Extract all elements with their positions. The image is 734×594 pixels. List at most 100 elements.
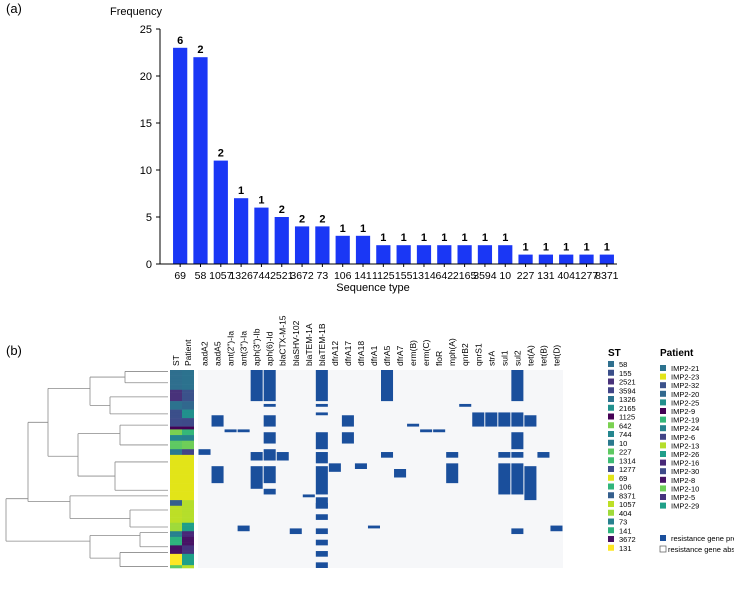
legend-patient-title: Patient [660,348,694,359]
legend-st-label: 1057 [619,500,636,509]
column-label: blaTEM-1A [304,323,314,366]
column-label: ant(2")-Ia [226,331,236,366]
legend-st-label: 1125 [619,413,635,422]
gene-present-cell [511,412,524,427]
gene-present-cell [341,415,354,427]
legend-patient-swatch [660,459,666,466]
patient-annotation-cell [182,392,194,396]
st-annotation-cell [170,440,182,444]
bar-73 [315,226,330,264]
gene-present-cell [459,403,472,407]
st-annotation-cell [170,522,182,526]
legend-st-swatch [608,501,614,507]
heatmap [170,370,563,569]
legend-patient-label: IMP2-24 [671,424,699,433]
y-tick-label: 25 [140,24,152,36]
gene-present-cell [315,562,328,568]
gene-present-cell [315,452,328,464]
bar-patient-count: 1 [441,232,447,244]
st-annotation-cell [170,392,182,396]
gene-present-cell [367,525,380,529]
patient-annotation-cell [182,463,194,467]
x-tick-label: 744 [253,270,271,282]
patient-annotation-cell [182,497,194,501]
gene-present-cell [263,370,276,402]
column-label: dfrA17 [343,341,353,366]
patient-annotation-cell [182,429,194,433]
legend-patient-swatch [660,494,666,500]
st-annotation-cell [170,539,182,543]
patient-annotation-cell [182,437,194,442]
legend-patient-label: IMP2-25 [671,398,699,407]
legend-st-swatch [608,483,614,490]
gene-present-cell [198,449,211,455]
gene-present-cell [315,412,328,416]
column-label: dfrA5 [382,345,392,366]
gene-present-cell [211,466,224,484]
patient-annotation-cell [182,534,194,538]
st-annotation-cell [170,370,182,374]
patient-annotation-cell [182,551,194,555]
gene-present-cell [315,539,328,546]
st-annotation-cell [170,426,182,430]
patient-annotation-cell [182,420,194,425]
legend-st-swatch [608,422,614,429]
st-annotation-cell [170,420,182,425]
gene-present-cell [263,415,276,427]
column-label: dfrA18 [356,341,366,366]
legend-st-swatch [608,474,614,481]
patient-annotation-cell [182,426,194,430]
bar-patient-count: 1 [502,232,508,244]
legend-patient-swatch [660,373,666,380]
legend-patient-label: IMP2-6 [671,433,695,442]
st-annotation-cell [170,432,182,436]
patient-annotation-cell [182,562,194,566]
legend-patient-swatch [660,468,666,475]
legend-st-label: 106 [619,483,632,492]
x-tick-label: 2521 [270,270,294,282]
patient-annotation-cell [182,502,194,507]
st-annotation-cell [170,474,182,478]
legend-presence: resistance gene present resistance gene a… [659,534,734,554]
patient-annotation-cell [182,500,194,504]
bar-patient-count: 1 [258,195,264,207]
bar-3594 [477,245,493,264]
gene-present-cell [302,494,315,498]
bar-patient-count: 1 [583,242,589,254]
legend-st-label: 1277 [619,465,636,474]
st-annotation-cell [170,457,182,461]
legend-st-label: 227 [619,448,632,457]
legend-st: ST58155252135941326216511256427441022713… [608,348,636,553]
legend-patient-label: IMP2-19 [671,416,699,425]
x-tick-label: 58 [195,270,207,282]
st-annotation-cell [170,378,182,382]
bar-1326 [234,198,249,264]
gene-present-cell [420,429,433,433]
st-annotation-cell [170,415,182,419]
patient-annotation-cell [182,485,194,490]
st-annotation-cell [170,449,182,453]
legend-st-swatch [608,431,614,437]
gene-present-cell [550,525,563,532]
x-tick-label: 106 [334,270,352,282]
column-label: dfrA1 [369,345,379,366]
y-tick-label: 5 [146,212,152,224]
st-annotation-cell [170,525,182,529]
patient-annotation-cell [182,401,194,405]
patient-annotation-cell [182,483,194,487]
x-tick-label: 1326 [229,270,253,282]
gene-present-cell [315,370,328,402]
patient-annotation-cell [182,423,194,427]
st-annotation-cell [170,519,182,524]
st-annotation-cell [170,386,182,391]
patient-annotation-cell [182,432,194,436]
st-annotation-cell [170,514,182,518]
patient-annotation-cell [182,539,194,543]
legend-patient-swatch [660,425,666,432]
patient-annotation-cell [182,525,194,529]
patient-annotation-cell [182,418,194,422]
column-label: erm(C) [421,339,431,366]
bar-patient-count: 1 [482,232,488,244]
gene-present-cell [250,452,263,461]
